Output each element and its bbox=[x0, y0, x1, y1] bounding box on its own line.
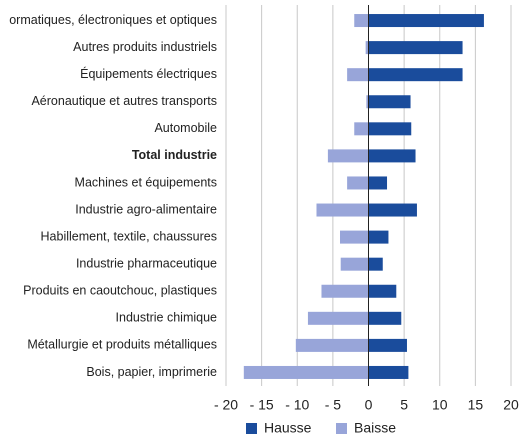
bar bbox=[368, 176, 388, 190]
bar bbox=[368, 203, 417, 217]
y-tick-label: Bois, papier, imprimerie bbox=[86, 365, 217, 379]
y-tick-label: Automobile bbox=[154, 121, 217, 135]
y-tick-label: Métallurgie et produits métalliques bbox=[27, 338, 217, 352]
x-tick-label: - 5 bbox=[325, 397, 342, 413]
bar bbox=[347, 68, 369, 82]
bar bbox=[368, 122, 412, 136]
bar bbox=[307, 311, 369, 325]
legend-swatch bbox=[336, 423, 347, 434]
bar bbox=[368, 311, 402, 325]
bar bbox=[321, 284, 369, 298]
y-tick-label: Aéronautique et autres transports bbox=[31, 94, 217, 108]
bar bbox=[347, 176, 369, 190]
bar bbox=[366, 95, 369, 109]
bar bbox=[368, 284, 397, 298]
bar bbox=[368, 68, 463, 82]
bar bbox=[295, 338, 369, 352]
x-tick-label: - 15 bbox=[250, 397, 274, 413]
bar bbox=[368, 365, 409, 379]
y-tick-label: Autres produits industriels bbox=[73, 40, 217, 54]
legend-label: Baisse bbox=[354, 420, 396, 436]
y-tick-label: Industrie pharmaceutique bbox=[76, 256, 217, 270]
bar bbox=[368, 338, 407, 352]
y-tick-label: ormatiques, électroniques et optiques bbox=[9, 13, 217, 27]
y-tick-label: Total industrie bbox=[132, 148, 217, 162]
x-tick-label: - 20 bbox=[214, 397, 238, 413]
y-tick-label: Industrie agro-alimentaire bbox=[75, 202, 217, 216]
bar bbox=[368, 149, 416, 163]
bar bbox=[365, 41, 369, 55]
x-tick-label: 15 bbox=[468, 397, 484, 413]
bar bbox=[368, 95, 411, 109]
bar bbox=[243, 365, 369, 379]
x-tick-label: 10 bbox=[432, 397, 448, 413]
bar bbox=[340, 257, 369, 271]
bar bbox=[354, 122, 369, 136]
x-tick-label: 0 bbox=[365, 397, 373, 413]
x-tick-label: 20 bbox=[503, 397, 519, 413]
bar bbox=[368, 14, 484, 28]
bar bbox=[354, 14, 369, 28]
bar bbox=[340, 230, 369, 244]
y-tick-label: Équipements électriques bbox=[80, 66, 217, 81]
bar bbox=[368, 257, 383, 271]
legend-swatch bbox=[246, 423, 257, 434]
y-tick-label: Produits en caoutchouc, plastiques bbox=[23, 284, 217, 298]
bar bbox=[368, 41, 463, 55]
bar bbox=[368, 230, 389, 244]
x-tick-label: 5 bbox=[400, 397, 408, 413]
x-tick-label: - 10 bbox=[285, 397, 309, 413]
bar bbox=[316, 203, 369, 217]
bar bbox=[327, 149, 369, 163]
y-tick-label: Habillement, textile, chaussures bbox=[41, 229, 217, 243]
y-tick-label: Machines et équipements bbox=[75, 175, 217, 189]
legend-label: Hausse bbox=[264, 420, 312, 436]
y-tick-label: Industrie chimique bbox=[116, 311, 217, 325]
